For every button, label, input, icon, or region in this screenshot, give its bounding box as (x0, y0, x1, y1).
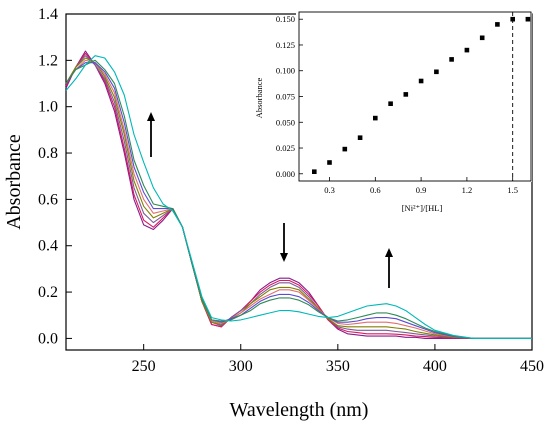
main-y-tick-label: 1.0 (38, 99, 58, 116)
inset-data-point (388, 101, 393, 106)
main-y-tick-label: 0.8 (38, 145, 58, 162)
spectrum-line-5 (65, 59, 532, 339)
inset-x-tick-label: 0.6 (370, 185, 381, 195)
inset-data-point (373, 115, 378, 121)
inset-data-point (479, 35, 485, 41)
spectrum-line-8 (65, 55, 532, 339)
inset-y-tick-label: 0.150 (276, 14, 295, 24)
main-y-tick-label: 0.6 (38, 191, 58, 208)
main-axes: 250 300 350 400 450 0.0 0.2 0.4 0.6 0.8 1.0 1.2 1.4 (38, 6, 544, 375)
inset-data-point (342, 146, 348, 152)
main-x-tick-label: 350 (326, 358, 350, 375)
main-plot: 250 300 350 400 4500.00.20.40.60.81.01.21.4 … (3, 6, 544, 421)
main-x-tick-label: 250 (132, 358, 156, 375)
inset-data-point (525, 16, 531, 22)
main-y-tick-label: 0.2 (38, 284, 58, 301)
main-y-tick-label: 0.4 (38, 238, 58, 255)
inset-plot: 0.3 0.6 0.9 1.2 1.5 0.000 0.025 0.050 0.075 0.100… (254, 10, 532, 213)
inset-data-point (312, 169, 317, 174)
spectrum-line-1 (65, 50, 532, 339)
main-y-tick-label: 1.2 (38, 52, 58, 69)
inset-x-tick-label: 1.2 (462, 185, 473, 195)
inset-y-tick-label: 0.075 (276, 92, 295, 102)
inset-points-group (312, 12, 531, 181)
main-x-axis-label: Wavelength (nm) (230, 399, 369, 421)
annotation-arrows (147, 112, 393, 288)
inset-data-point (495, 22, 500, 27)
inset-y-tick-label: 0.100 (276, 66, 295, 76)
main-x-tick-label: 400 (423, 358, 447, 375)
inset-data-point (403, 92, 409, 97)
main-x-tick-label: 450 (520, 358, 544, 375)
inset-y-tick-label: 0.125 (276, 40, 295, 50)
main-y-axis-label: Absorbance (3, 134, 25, 230)
inset-data-point (418, 78, 424, 84)
inset-background (296, 10, 532, 182)
inset-data-point (449, 57, 454, 62)
inset-x-tick-label: 0.9 (416, 185, 427, 195)
arrow-up-icon (147, 112, 155, 157)
inset-y-tick-label: 0.000 (276, 169, 295, 179)
arrow-down-icon (280, 223, 288, 262)
spectrum-line-3 (65, 55, 532, 339)
inset-x-axis-label: [Ni²⁺]/[HL] (402, 203, 443, 213)
inset-y-tick-label: 0.050 (276, 117, 295, 127)
inset-data-point (510, 16, 515, 22)
inset-x-tick-label: 0.3 (324, 185, 335, 195)
spectrum-line-6 (65, 62, 532, 339)
spectrum-line-2 (65, 52, 532, 339)
spectrum-line-4 (65, 57, 532, 339)
main-x-tick-label: 300 (229, 358, 253, 375)
main-series-group (65, 50, 532, 339)
inset-x-tick-label: 1.5 (507, 185, 518, 195)
arrow-up-icon (385, 248, 393, 288)
inset-y-tick-label: 0.025 (276, 143, 295, 153)
inset-axes: 0.3 0.6 0.9 1.2 1.5 0.000 0.025 0.050 0.075 0.100… (276, 14, 518, 195)
inset-data-point (327, 160, 332, 165)
inset-data-point (357, 135, 363, 140)
inset-y-axis-label: Absorbance (254, 77, 264, 118)
spectrum-line-7 (65, 59, 532, 339)
main-y-tick-label: 0.0 (38, 330, 58, 347)
main-y-tick-label: 1.4 (38, 6, 58, 23)
inset-data-point (464, 47, 470, 53)
inset-data-point (434, 69, 439, 75)
